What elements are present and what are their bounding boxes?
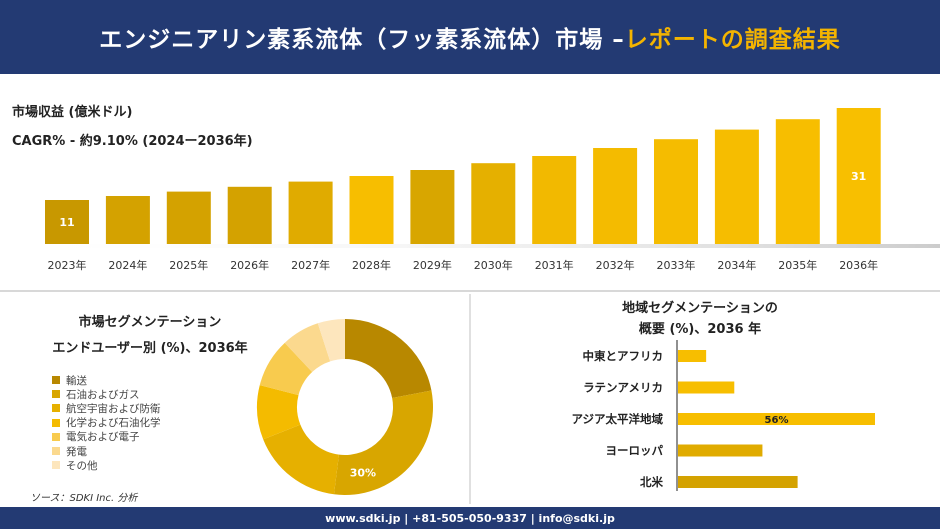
legend-label: 化学および石油化学 bbox=[66, 417, 161, 430]
x-tick-label: 2024年 bbox=[108, 258, 147, 272]
x-tick-label: 2028年 bbox=[352, 258, 391, 272]
region-title-line1: 地域セグメンテーションの bbox=[622, 301, 778, 316]
bar-2034年 bbox=[714, 129, 759, 244]
bar-data-label: 11 bbox=[59, 216, 74, 229]
revenue-bar-svg: 2023年 11 2024年 2025年 2026年 2027年 2028年 2029年 203… bbox=[0, 108, 940, 272]
revenue-label: 市場収益 (億米ドル) bbox=[12, 105, 133, 120]
bar-2030年 bbox=[471, 163, 516, 244]
legend-item: その他 bbox=[52, 458, 192, 472]
x-tick-label: 2026年 bbox=[230, 258, 269, 272]
bar-2023年 bbox=[45, 200, 89, 244]
legend-swatch bbox=[52, 447, 60, 456]
bar-2029年 bbox=[410, 170, 455, 244]
cagr-label: CAGR% - 約9.10% (2024ー2036年) bbox=[12, 134, 253, 149]
donut-slice-電気および電子 bbox=[259, 342, 313, 396]
donut-slice-発電 bbox=[284, 323, 331, 373]
legend-swatch bbox=[52, 390, 60, 399]
legend-item: 輸送 bbox=[52, 373, 192, 387]
legend-item: 石油およびガス bbox=[52, 387, 192, 401]
source-note: ソース：SDKI Inc. 分析 bbox=[30, 493, 138, 504]
bar-2028年 bbox=[349, 176, 394, 244]
region-bar-ヨーロッパ bbox=[678, 444, 763, 457]
section-divider-horizontal bbox=[0, 290, 940, 292]
region-bar-中東とアフリカ bbox=[678, 350, 707, 362]
bar-2036年 bbox=[836, 108, 881, 244]
footer-contact: www.sdki.jp | +81-505-050-9337 | info@sd… bbox=[325, 511, 615, 525]
legend-label: 石油およびガス bbox=[66, 388, 140, 401]
region-category-label: ヨーロッパ bbox=[606, 444, 664, 458]
bar-2025年 bbox=[166, 191, 211, 244]
legend-swatch bbox=[52, 432, 60, 441]
legend-swatch bbox=[52, 461, 60, 470]
x-tick-label: 2023年 bbox=[48, 258, 87, 272]
end-user-donut-chart: 30% bbox=[250, 312, 440, 502]
segment-title-line2: エンドユーザー別 (%)、2036年 bbox=[52, 341, 248, 356]
x-tick-label: 2036年 bbox=[839, 258, 878, 272]
title-main: エンジニアリン素系流体（フッ素系流体）市場 – bbox=[99, 27, 625, 53]
x-tick-label: 2025年 bbox=[169, 258, 208, 272]
section-divider-vertical bbox=[469, 294, 471, 504]
region-bar-北米 bbox=[678, 476, 798, 488]
legend-item: 航空宇宙および防衛 bbox=[52, 401, 192, 415]
x-tick-label: 2032年 bbox=[596, 258, 635, 272]
bar-2024年 bbox=[105, 196, 150, 244]
chart-floor bbox=[0, 244, 940, 248]
legend-item: 発電 bbox=[52, 444, 192, 458]
x-tick-label: 2033年 bbox=[657, 258, 696, 272]
region-bar-アジア太平洋地域 bbox=[678, 413, 875, 425]
legend-label: 航空宇宙および防衛 bbox=[66, 402, 161, 415]
legend-label: 電気および電子 bbox=[66, 431, 140, 444]
legend-swatch bbox=[52, 376, 60, 385]
bar-2027年 bbox=[288, 181, 333, 244]
donut-slice-その他 bbox=[317, 319, 345, 362]
bar-2026年 bbox=[227, 186, 272, 244]
segment-title-line1: 市場セグメンテーション bbox=[78, 315, 222, 330]
x-tick-label: 2031年 bbox=[535, 258, 574, 272]
x-tick-label: 2027年 bbox=[291, 258, 330, 272]
market-revenue-chart: 市場収益 (億米ドル) CAGR% - 約9.10% (2024ー2036年) … bbox=[0, 74, 940, 288]
legend-swatch bbox=[52, 404, 60, 413]
legend-label: 輸送 bbox=[66, 374, 87, 387]
contact-footer: www.sdki.jp | +81-505-050-9337 | info@sd… bbox=[0, 507, 940, 529]
legend-label: その他 bbox=[66, 459, 98, 472]
x-tick-label: 2030年 bbox=[474, 258, 513, 272]
donut-slice-航空宇宙および防衛 bbox=[263, 424, 339, 495]
region-data-label: 56% bbox=[765, 415, 789, 426]
region-category-label: 中東とアフリカ bbox=[583, 349, 664, 363]
bar-2033年 bbox=[654, 139, 698, 244]
x-tick-label: 2035年 bbox=[778, 258, 817, 272]
donut-svg: 30% bbox=[257, 319, 433, 495]
region-bar-chart: 中東とアフリカ ラテンアメリカアジア太平洋地域 56% ヨーロッパ北米 bbox=[471, 336, 940, 496]
donut-slice-輸送 bbox=[345, 319, 432, 399]
donut-slice-石油およびガス bbox=[333, 390, 433, 495]
region-bar-ラテンアメリカ bbox=[678, 381, 735, 394]
region-category-label: ラテンアメリカ bbox=[583, 381, 663, 395]
region-category-label: アジア太平洋地域 bbox=[571, 412, 663, 426]
legend-swatch bbox=[52, 418, 60, 427]
bar-2032年 bbox=[593, 148, 638, 244]
legend-item: 化学および石油化学 bbox=[52, 416, 192, 430]
x-tick-label: 2034年 bbox=[717, 258, 756, 272]
bar-2035年 bbox=[775, 119, 820, 244]
x-tick-label: 2029年 bbox=[413, 258, 452, 272]
end-user-legend: 輸送 石油およびガス 航空宇宙および防衛 化学および石油化学 電気および電子 発電 その他 bbox=[52, 373, 192, 472]
region-title-line2: 概要 (%)、2036 年 bbox=[638, 322, 762, 337]
legend-item: 電気および電子 bbox=[52, 430, 192, 444]
page-title: エンジニアリン素系流体（フッ素系流体）市場 –レポートの調査結果 bbox=[99, 20, 841, 54]
legend-label: 発電 bbox=[66, 445, 87, 458]
bar-2031年 bbox=[532, 156, 577, 244]
bar-data-label: 31 bbox=[851, 170, 866, 183]
title-accent: レポートの調査結果 bbox=[624, 27, 841, 53]
report-header: エンジニアリン素系流体（フッ素系流体）市場 –レポートの調査結果 bbox=[0, 0, 940, 74]
region-category-label: 北米 bbox=[640, 475, 663, 489]
donut-data-label: 30% bbox=[350, 467, 376, 480]
donut-slice-化学および石油化学 bbox=[257, 385, 301, 440]
